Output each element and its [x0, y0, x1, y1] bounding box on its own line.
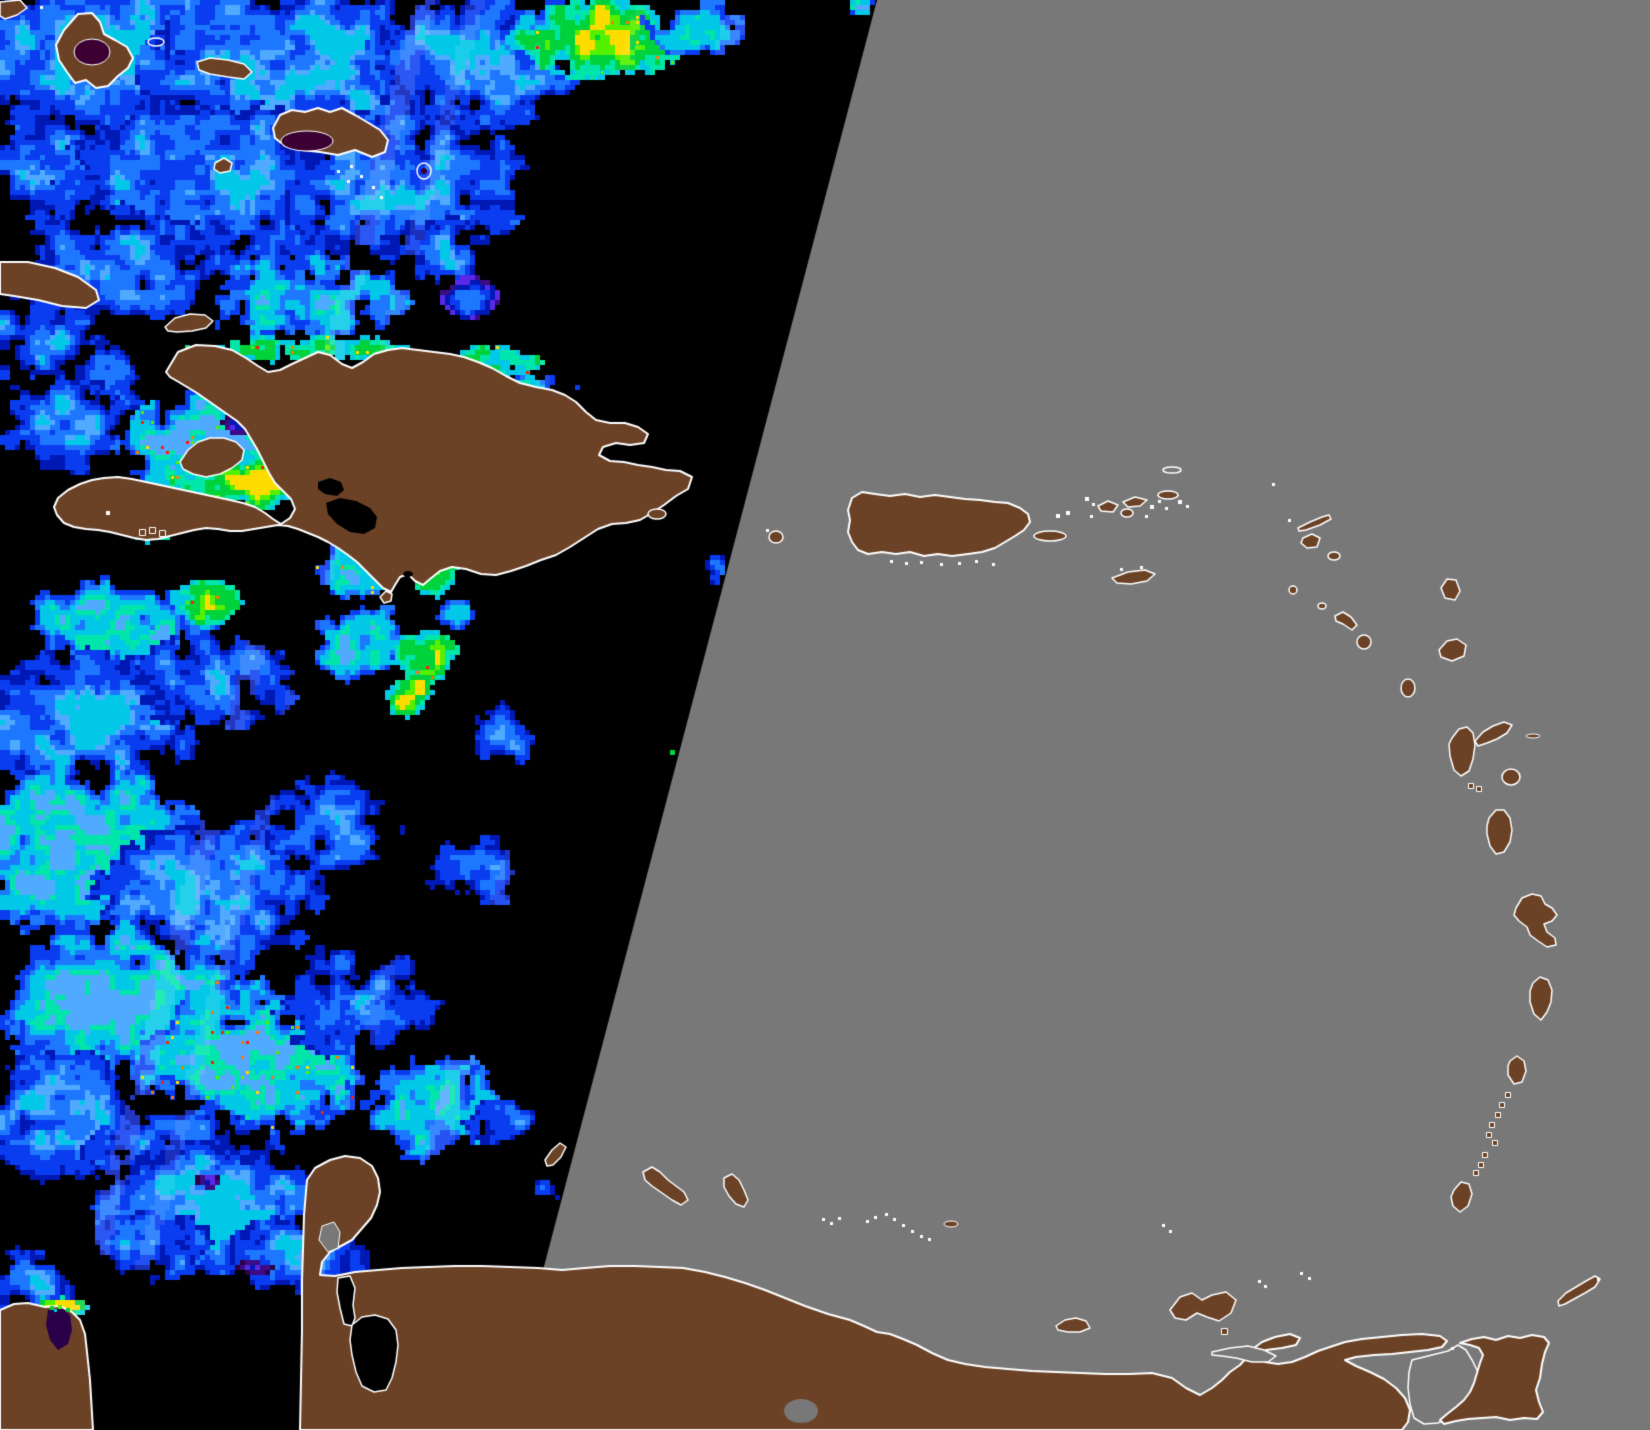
- ocean-color-map-canvas: [0, 0, 1650, 1430]
- ocean-color-scene: [0, 0, 1650, 1430]
